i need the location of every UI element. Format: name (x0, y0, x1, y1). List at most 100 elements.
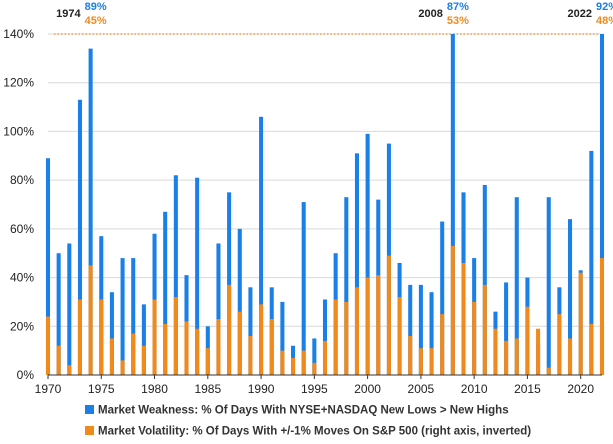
legend-swatch-volatility (85, 426, 94, 435)
bar-weakness-1972 (67, 243, 72, 375)
bar-weakness-1986 (216, 243, 221, 375)
annotation-weakness-1974: 89% (85, 1, 107, 13)
bar-weakness-1974 (88, 48, 93, 375)
bar-volatility-2013 (504, 340, 509, 375)
bar-weakness-1984 (195, 177, 200, 375)
bar-volatility-1981 (163, 323, 168, 375)
x-tick-label-2: 1980 (141, 382, 168, 396)
bar-volatility-2022 (599, 258, 605, 375)
y-axis-ticks: 0% 20% 40% 60% 80% 100% 120% 140% (3, 27, 34, 382)
bar-volatility-1997 (333, 299, 338, 375)
bar-volatility-1998 (344, 301, 349, 375)
bar-volatility-2011 (482, 284, 487, 375)
annotation-year-2008: 2008 (418, 8, 442, 20)
bar-volatility-1971 (56, 345, 61, 375)
bar-weakness-1978 (131, 258, 136, 375)
bar-volatility-2007 (440, 314, 445, 375)
annotation-volatility-1974: 45% (85, 15, 107, 27)
bar-weakness-2007 (440, 221, 445, 375)
bar-volatility-2019 (568, 338, 573, 375)
bar-volatility-1984 (195, 328, 200, 375)
x-tick-label-9: 2015 (514, 382, 541, 396)
bar-volatility-1980 (152, 299, 157, 375)
bar-weakness-2004 (408, 284, 413, 375)
bar-volatility-1982 (173, 297, 178, 375)
bar-volatility-2018 (557, 314, 562, 375)
bar-volatility-2020 (578, 272, 583, 375)
bar-volatility-1999 (354, 287, 359, 375)
bar-volatility-1991 (269, 318, 274, 375)
bar-volatility-2009 (461, 262, 466, 375)
annotation-weakness-2022: 92% (596, 1, 613, 13)
bar-weakness-1977 (120, 258, 125, 375)
bar-volatility-1988 (237, 311, 242, 375)
x-axis-ticks: 1970 1975 1980 1985 1990 1995 2000 2005 2010 2015… (35, 375, 594, 396)
bar-volatility-1995 (312, 362, 317, 375)
bar-volatility-1970 (45, 316, 51, 375)
bar-volatility-1985 (205, 348, 210, 375)
x-tick-label-6: 2000 (354, 382, 381, 396)
y-tick-label-1: 20% (10, 319, 34, 333)
bar-volatility-1973 (77, 299, 82, 375)
legend-swatch-weakness (85, 405, 94, 414)
bar-volatility-1983 (184, 321, 189, 375)
legend: Market Weakness: % Of Days With NYSE+NAS… (85, 405, 531, 438)
annotation-weakness-2008: 87% (447, 1, 469, 13)
bar-volatility-2016 (536, 328, 541, 375)
x-tick-label-10: 2020 (567, 382, 594, 396)
bar-weakness-2011 (482, 185, 487, 375)
bar-weakness-1973 (77, 99, 82, 375)
legend-label-volatility: Market Volatility: % Of Days With +/-1% … (98, 426, 531, 438)
bar-weakness-1990 (259, 116, 264, 376)
bar-weakness-1998 (344, 197, 349, 375)
bar-volatility-1987 (227, 284, 232, 375)
bar-volatility-1974 (88, 265, 93, 375)
bar-weakness-1988 (237, 228, 242, 375)
bar-weakness-1996 (322, 299, 328, 375)
bar-volatility-2001 (376, 275, 381, 375)
bar-volatility-2017 (546, 367, 551, 375)
y-tick-label-5: 100% (3, 124, 34, 138)
x-tick-label-8: 2010 (461, 382, 488, 396)
bar-weakness-1981 (163, 211, 168, 375)
bar-volatility-2010 (472, 301, 477, 375)
x-tick-label-0: 1970 (35, 382, 62, 396)
bar-weakness-2014 (514, 197, 519, 375)
x-tick-label-7: 2005 (408, 382, 435, 396)
bar-volatility-1992 (280, 350, 285, 375)
bar-volatility-1972 (67, 365, 72, 375)
bar-volatility-2012 (493, 328, 498, 375)
annotation-year-2022: 2022 (568, 8, 592, 20)
y-tick-label-0: 0% (17, 368, 35, 382)
y-tick-label-7: 140% (3, 27, 34, 41)
bar-volatility-1979 (141, 345, 146, 375)
bar-weakness-1970 (45, 158, 51, 375)
legend-label-weakness: Market Weakness: % Of Days With NYSE+NAS… (98, 405, 509, 417)
bar-weakness-2013 (504, 282, 509, 375)
y-tick-label-6: 120% (3, 76, 34, 90)
bar-volatility-2004 (408, 336, 413, 375)
bar-weakness-2000 (365, 133, 370, 375)
bar-weakness-1992 (280, 301, 285, 375)
bar-weakness-2006 (429, 292, 434, 375)
bar-volatility-2006 (429, 348, 434, 375)
bar-weakness-1987 (227, 192, 232, 375)
x-tick-label-1: 1975 (88, 382, 115, 396)
grid-lines (48, 33, 602, 327)
bar-volatility-1977 (120, 360, 125, 375)
annotations: 1974 89% 45% 2008 87% 53% 2022 92% 48% (56, 1, 613, 27)
bar-weakness-1971 (56, 253, 61, 375)
x-tick-label-3: 1985 (194, 382, 221, 396)
bar-weakness-2005 (418, 284, 423, 375)
annotation-volatility-2022: 48% (596, 15, 613, 27)
bar-weakness-2008 (450, 34, 455, 375)
bar-weakness-2021 (589, 150, 594, 375)
bar-volatility-2014 (514, 338, 519, 375)
y-tick-label-4: 80% (10, 173, 34, 187)
bar-volatility-1993 (291, 357, 296, 375)
bar-weakness-1989 (248, 287, 253, 375)
bar-volatility-2000 (365, 277, 370, 375)
y-tick-label-2: 40% (10, 271, 34, 285)
bar-volatility-1989 (248, 336, 253, 375)
